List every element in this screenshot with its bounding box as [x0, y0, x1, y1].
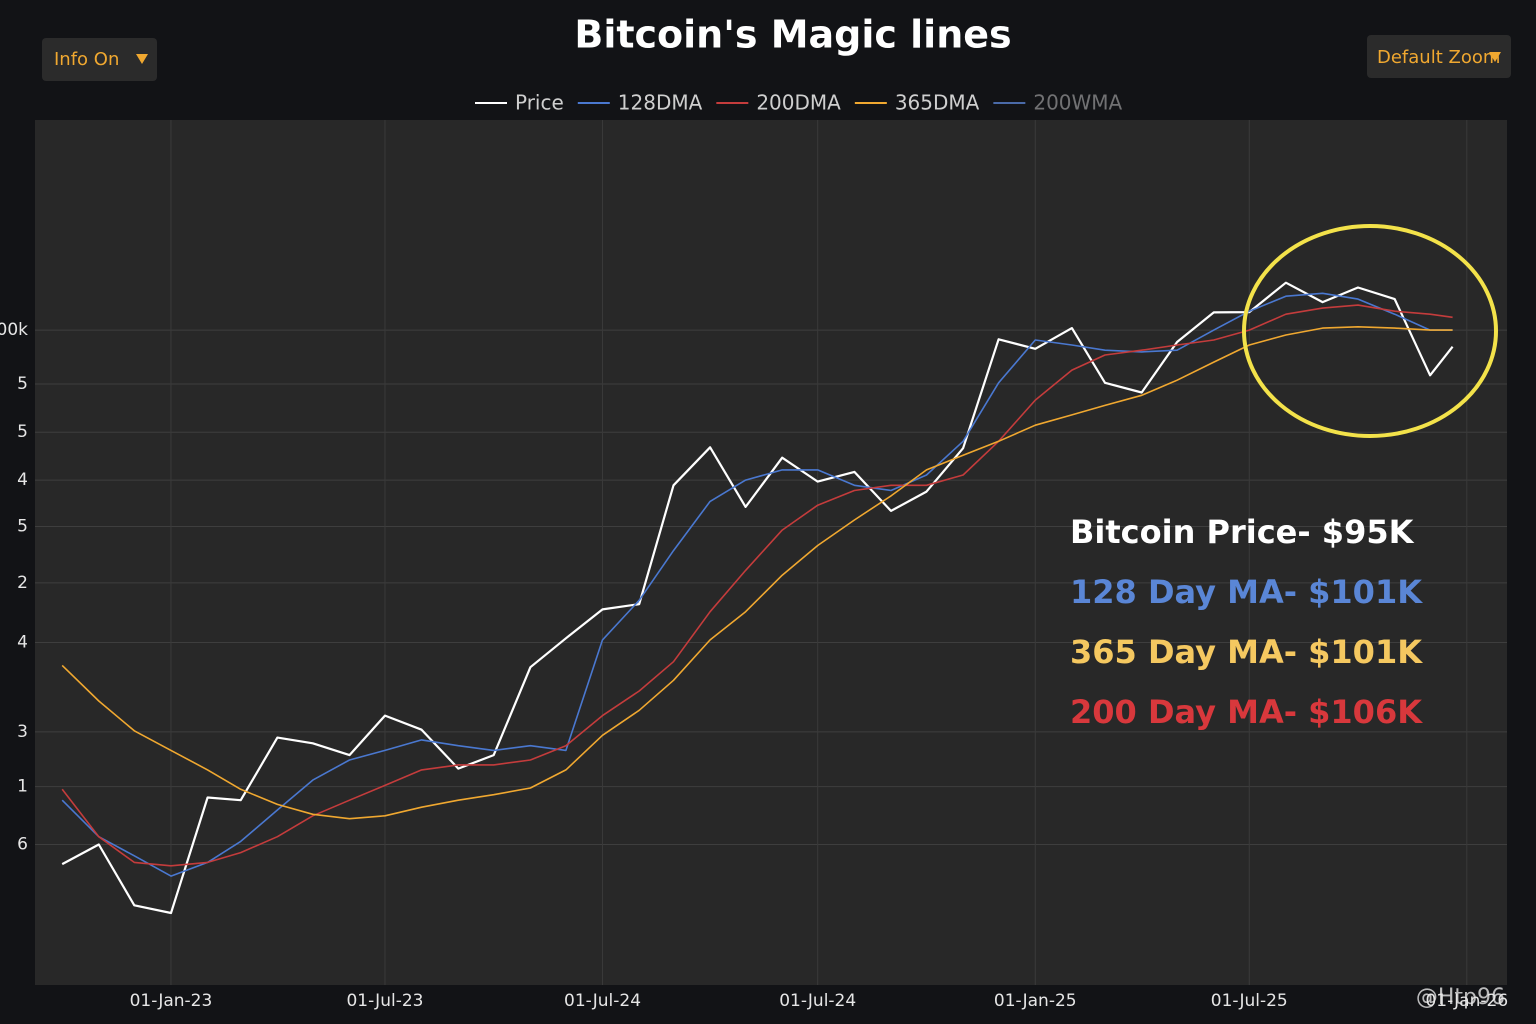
y-tick-label: 5	[17, 374, 28, 394]
y-tick-label: 2	[17, 573, 28, 593]
y-tick-label: 5	[17, 422, 28, 442]
legend: Price 128DMA 200DMA 365DMA 200WMA	[475, 91, 1123, 115]
y-tick-label: 4	[17, 470, 28, 490]
x-tick-label: 01-Jul-23	[346, 991, 423, 1011]
button-bg[interactable]	[1367, 35, 1511, 78]
annotations: Bitcoin Price- $95K 128 Day MA- $101K 365 …	[1070, 513, 1423, 731]
legend-label: 200DMA	[756, 91, 841, 115]
plot-area	[35, 120, 1507, 985]
y-tick-label: 5	[17, 517, 28, 537]
annotation: 365 Day MA- $101K	[1070, 633, 1423, 671]
grid	[35, 120, 1507, 985]
annotation: 128 Day MA- $101K	[1070, 573, 1423, 611]
y-tick-label: 6	[17, 835, 28, 855]
legend-label: 200WMA	[1033, 91, 1122, 115]
dropdown-arrow	[136, 54, 148, 64]
x-tick-label: 01-Jul-24	[779, 991, 856, 1011]
series-line	[61, 292, 1453, 877]
x-tick-label: 01-Jul-25	[1211, 991, 1288, 1011]
highlight-ellipse	[1242, 224, 1498, 438]
lines	[61, 281, 1454, 915]
dropdown-arrow	[1489, 52, 1501, 62]
x-tick-label: 01-Jan-26	[1425, 991, 1508, 1011]
x-tick-label: 01-Jan-25	[994, 991, 1077, 1011]
annotation: Bitcoin Price- $95K	[1070, 513, 1415, 551]
legend-label: 128DMA	[618, 91, 703, 115]
zoom-button[interactable]: Default Zoom	[1367, 35, 1511, 78]
y-tick-label: 1	[17, 777, 28, 797]
annotation: 200 Day MA- $106K	[1070, 693, 1423, 731]
info-button[interactable]: Info On	[42, 38, 157, 81]
y-tick-label: 00k	[0, 320, 28, 340]
series-line	[61, 281, 1454, 915]
y-tick-label: 3	[17, 722, 28, 742]
y-tick-label: 4	[17, 632, 28, 652]
legend-label: 365DMA	[895, 91, 980, 115]
series-line	[61, 326, 1453, 820]
watermark: @Htp96	[1416, 985, 1505, 1010]
legend-label: Price	[515, 91, 564, 115]
chart-title: Bitcoin's Magic lines	[574, 13, 1011, 57]
x-tick-label: 01-Jul-24	[564, 991, 641, 1011]
series-line	[61, 304, 1453, 867]
button-label[interactable]: Default Zoom	[1377, 47, 1500, 68]
x-tick-label: 01-Jan-23	[130, 991, 213, 1011]
button-label[interactable]: Info On	[54, 49, 119, 70]
button-bg[interactable]	[42, 38, 157, 81]
